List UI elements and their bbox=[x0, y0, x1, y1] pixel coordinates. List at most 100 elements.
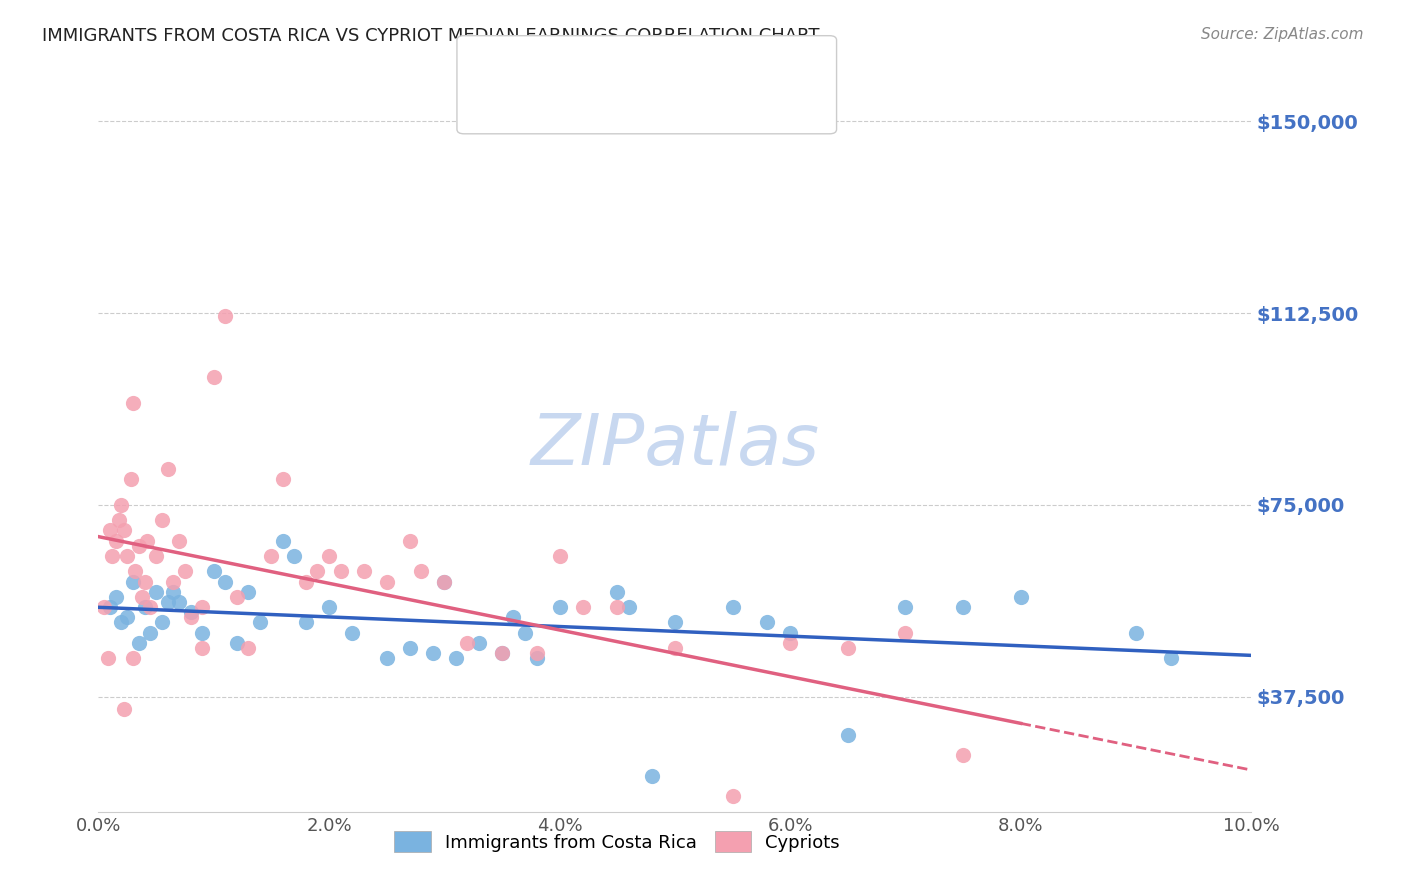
Point bbox=[249, 615, 271, 630]
Point bbox=[98, 600, 121, 615]
Point bbox=[122, 395, 145, 409]
Point bbox=[98, 524, 121, 538]
Point bbox=[128, 539, 150, 553]
Point bbox=[225, 590, 247, 604]
Point bbox=[150, 513, 173, 527]
Point bbox=[180, 605, 202, 619]
Point bbox=[411, 564, 433, 578]
Point bbox=[122, 651, 145, 665]
Point bbox=[117, 610, 139, 624]
Point bbox=[894, 600, 917, 615]
Point bbox=[295, 615, 318, 630]
Point bbox=[112, 524, 135, 538]
Point bbox=[139, 600, 162, 615]
Point bbox=[120, 472, 142, 486]
Point bbox=[502, 610, 524, 624]
Point bbox=[139, 625, 162, 640]
Point bbox=[191, 600, 214, 615]
Point bbox=[93, 600, 115, 615]
Point bbox=[571, 600, 593, 615]
Point bbox=[1160, 651, 1182, 665]
Point bbox=[110, 615, 132, 630]
Point bbox=[756, 615, 779, 630]
Point bbox=[134, 600, 156, 615]
Point bbox=[180, 610, 202, 624]
Point bbox=[491, 646, 513, 660]
Point bbox=[112, 702, 135, 716]
Point bbox=[1010, 830, 1032, 845]
Point bbox=[318, 600, 340, 615]
Point bbox=[156, 462, 179, 476]
Point bbox=[664, 615, 686, 630]
Point bbox=[238, 641, 260, 656]
Point bbox=[318, 549, 340, 563]
Point bbox=[260, 549, 283, 563]
Point bbox=[271, 533, 294, 548]
Point bbox=[271, 472, 294, 486]
Point bbox=[721, 789, 744, 804]
Point bbox=[214, 574, 236, 589]
Point bbox=[97, 651, 120, 665]
Point bbox=[117, 549, 139, 563]
Point bbox=[1010, 590, 1032, 604]
Point bbox=[122, 574, 145, 589]
Point bbox=[110, 498, 132, 512]
Point bbox=[156, 595, 179, 609]
Point bbox=[456, 636, 478, 650]
Point bbox=[104, 533, 127, 548]
Text: R = -0.229   N = 49: R = -0.229 N = 49 bbox=[506, 50, 697, 68]
Point bbox=[513, 625, 536, 640]
Point bbox=[202, 370, 225, 384]
Point bbox=[131, 590, 153, 604]
Point bbox=[191, 625, 214, 640]
Point bbox=[606, 600, 628, 615]
Point bbox=[134, 574, 156, 589]
Point bbox=[779, 636, 801, 650]
Point bbox=[952, 748, 974, 763]
Point bbox=[433, 574, 456, 589]
Point bbox=[894, 625, 917, 640]
Point bbox=[174, 564, 197, 578]
Point bbox=[329, 564, 352, 578]
Point bbox=[145, 584, 167, 599]
Point bbox=[225, 636, 247, 650]
Text: IMMIGRANTS FROM COSTA RICA VS CYPRIOT MEDIAN EARNINGS CORRELATION CHART: IMMIGRANTS FROM COSTA RICA VS CYPRIOT ME… bbox=[42, 27, 820, 45]
Point bbox=[444, 651, 467, 665]
Point bbox=[779, 625, 801, 640]
Point bbox=[664, 641, 686, 656]
Point bbox=[398, 641, 420, 656]
Point bbox=[150, 615, 173, 630]
Point bbox=[606, 584, 628, 599]
Point bbox=[202, 564, 225, 578]
Point bbox=[433, 574, 456, 589]
Point bbox=[162, 584, 184, 599]
Point bbox=[162, 574, 184, 589]
Text: ZIPatlas: ZIPatlas bbox=[530, 411, 820, 481]
Point bbox=[398, 533, 420, 548]
Point bbox=[641, 769, 664, 783]
Point bbox=[135, 533, 157, 548]
Point bbox=[124, 564, 146, 578]
Point bbox=[214, 309, 236, 323]
Point bbox=[721, 600, 744, 615]
Point bbox=[468, 636, 491, 650]
Point bbox=[837, 728, 859, 742]
Point bbox=[617, 600, 640, 615]
Point bbox=[145, 549, 167, 563]
Point bbox=[375, 651, 398, 665]
Point bbox=[191, 641, 214, 656]
Point bbox=[837, 641, 859, 656]
Point bbox=[101, 549, 124, 563]
Point bbox=[375, 574, 398, 589]
Point bbox=[307, 564, 329, 578]
Point bbox=[128, 636, 150, 650]
Point bbox=[1125, 625, 1147, 640]
Point bbox=[548, 549, 571, 563]
Point bbox=[104, 590, 127, 604]
Point bbox=[283, 549, 305, 563]
Point bbox=[108, 513, 131, 527]
Legend: Immigrants from Costa Rica, Cypriots: Immigrants from Costa Rica, Cypriots bbox=[385, 822, 849, 861]
Point bbox=[526, 651, 548, 665]
Text: Source: ZipAtlas.com: Source: ZipAtlas.com bbox=[1201, 27, 1364, 42]
Point bbox=[340, 625, 363, 640]
